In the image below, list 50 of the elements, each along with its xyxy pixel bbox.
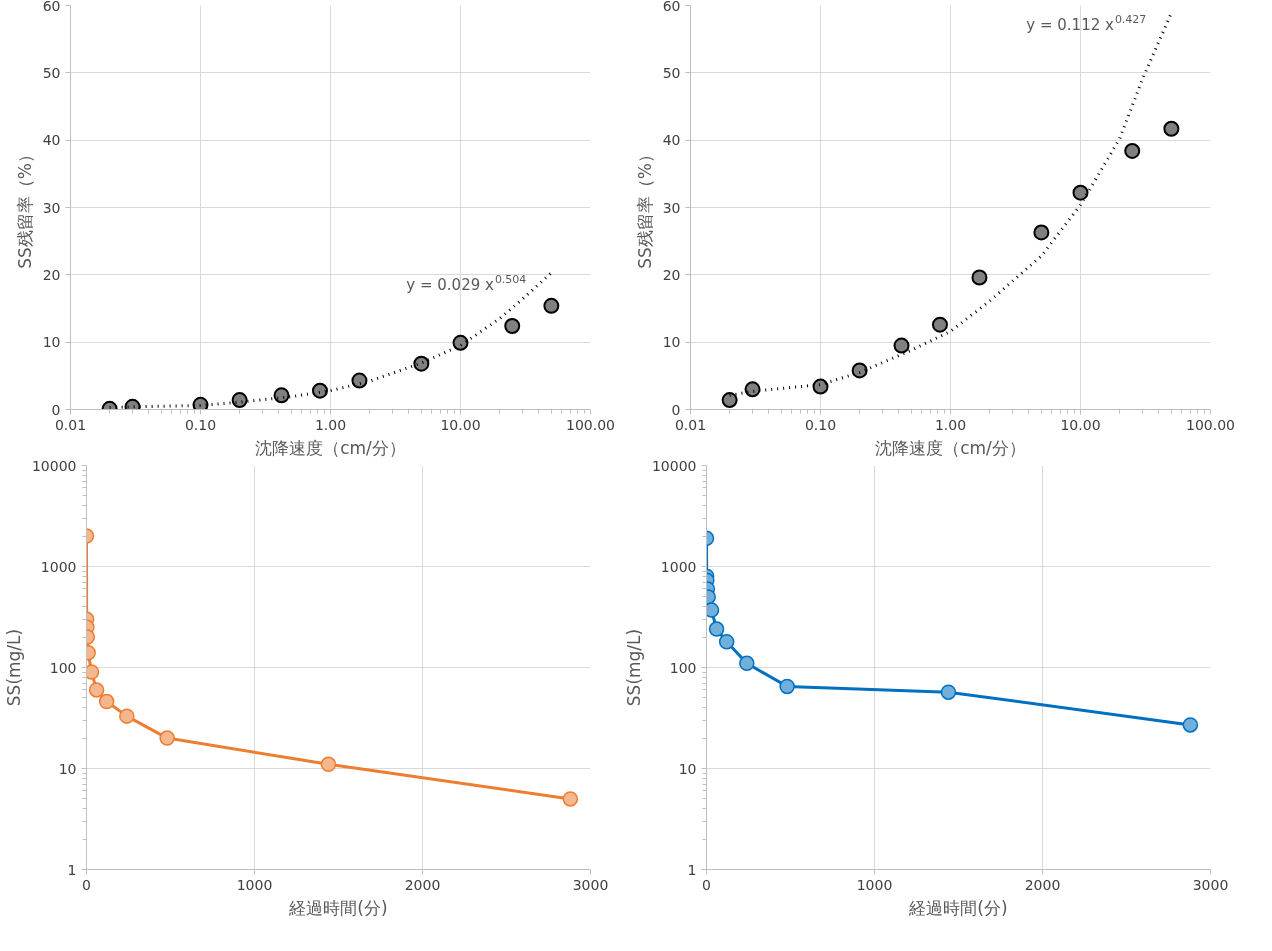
x-tick-label: 10.00 bbox=[1060, 416, 1101, 433]
y-tick-label: 100 bbox=[669, 659, 697, 676]
y-tick-label: 10 bbox=[662, 334, 681, 351]
y-tick-label: 1000 bbox=[660, 558, 697, 575]
x-tick-label: 3000 bbox=[572, 876, 609, 893]
y-tick-label: 1000 bbox=[40, 558, 77, 575]
y-tick-label: 20 bbox=[42, 266, 61, 283]
x-tick-label: 100.00 bbox=[1186, 416, 1236, 433]
x-tick-label: 0 bbox=[702, 876, 711, 893]
y-axis-title: SS(mg/L) bbox=[3, 628, 24, 707]
y-tick-label: 10 bbox=[678, 760, 697, 777]
x-tick-label: 3000 bbox=[1192, 876, 1229, 893]
x-tick-label: 0 bbox=[82, 876, 91, 893]
y-tick-label: 0 bbox=[671, 401, 681, 418]
y-tick-label: 10 bbox=[58, 760, 77, 777]
y-axis-title: SS残留率（%） bbox=[14, 146, 35, 269]
y-tick-label: 10 bbox=[42, 334, 61, 351]
x-tick-label: 0.10 bbox=[184, 416, 217, 433]
y-tick-label: 10000 bbox=[651, 457, 697, 474]
y-tick-label: 1 bbox=[687, 861, 697, 878]
y-tick-label: 1 bbox=[67, 861, 77, 878]
y-tick-label: 0 bbox=[51, 401, 61, 418]
x-tick-label: 100.00 bbox=[566, 416, 616, 433]
y-tick-label: 60 bbox=[662, 0, 681, 14]
x-tick-label: 0.01 bbox=[54, 416, 87, 433]
y-tick-label: 100 bbox=[49, 659, 77, 676]
x-tick-label: 1.00 bbox=[314, 416, 347, 433]
x-tick-label: 0.01 bbox=[674, 416, 707, 433]
y-axis-title: SS(mg/L) bbox=[623, 628, 644, 707]
x-axis-title: 沈降速度（cm/分） bbox=[875, 437, 1026, 458]
y-tick-label: 40 bbox=[42, 132, 61, 149]
y-tick-label: 50 bbox=[662, 64, 681, 81]
x-tick-label: 1000 bbox=[236, 876, 273, 893]
y-tick-label: 10000 bbox=[31, 457, 77, 474]
y-tick-label: 60 bbox=[42, 0, 61, 14]
y-tick-label: 30 bbox=[662, 199, 681, 216]
x-tick-label: 10.00 bbox=[440, 416, 481, 433]
x-axis-title: 経過時間(分) bbox=[288, 897, 388, 918]
x-tick-label: 2000 bbox=[1024, 876, 1061, 893]
y-tick-label: 40 bbox=[662, 132, 681, 149]
x-axis-title: 沈降速度（cm/分） bbox=[255, 437, 406, 458]
x-tick-label: 1000 bbox=[856, 876, 893, 893]
x-tick-label: 1.00 bbox=[934, 416, 967, 433]
x-tick-label: 0.10 bbox=[804, 416, 837, 433]
y-tick-label: 30 bbox=[42, 199, 61, 216]
y-tick-label: 50 bbox=[42, 64, 61, 81]
x-tick-label: 2000 bbox=[404, 876, 441, 893]
x-axis-title: 経過時間(分) bbox=[908, 897, 1008, 918]
y-tick-label: 20 bbox=[662, 266, 681, 283]
y-axis-title: SS残留率（%） bbox=[634, 146, 655, 269]
